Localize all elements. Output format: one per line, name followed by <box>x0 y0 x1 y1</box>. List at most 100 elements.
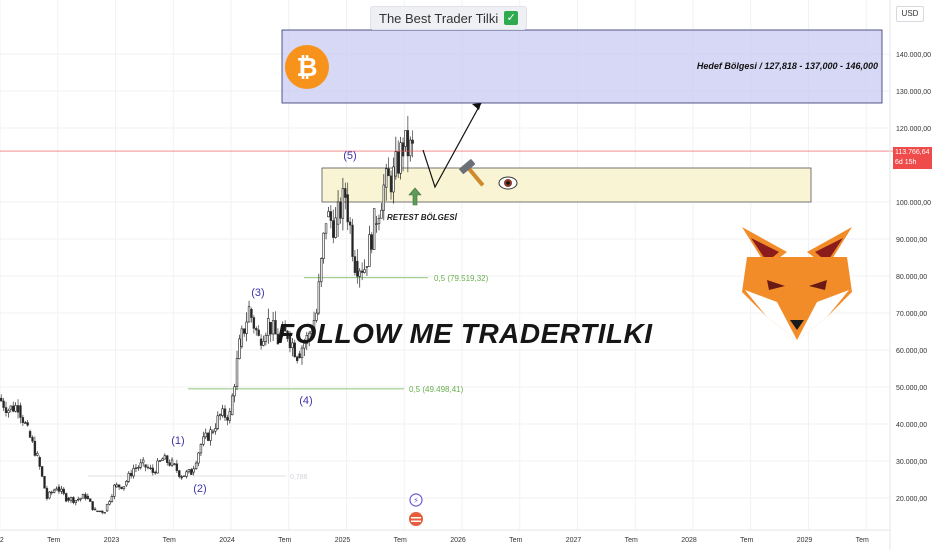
candle-body <box>358 270 361 277</box>
us-flag-icon[interactable] <box>409 512 423 526</box>
candle-body <box>175 463 179 471</box>
target-zone-box <box>281 29 883 104</box>
candle-body <box>81 494 85 499</box>
candle-body <box>387 168 390 177</box>
candle-body <box>238 338 241 359</box>
candle-body <box>336 201 340 225</box>
candle-body <box>320 258 323 283</box>
candle-body <box>134 467 138 469</box>
candle-body <box>209 429 212 441</box>
candle-body <box>125 481 128 486</box>
price-tick-label: 100.000,00 <box>896 200 931 207</box>
price-tick-label: 130.000,00 <box>896 89 931 96</box>
candle-body <box>214 428 217 432</box>
candle-body <box>48 491 51 499</box>
price-tick-label: 70.000,00 <box>896 311 927 318</box>
candle-body <box>168 462 171 466</box>
candle-body <box>269 321 272 335</box>
candle-body <box>93 508 97 511</box>
candle-body <box>223 408 227 418</box>
projection-path <box>422 102 482 189</box>
hammer-icon <box>459 159 485 187</box>
currency-label[interactable]: USD <box>896 6 924 22</box>
svg-text:⚡: ⚡ <box>413 496 419 505</box>
candle-body <box>108 501 111 505</box>
candle-body <box>356 260 359 277</box>
time-tick-label: Tem <box>625 537 638 544</box>
candle-body <box>72 497 75 503</box>
candle-body <box>235 358 239 388</box>
candle-body <box>12 405 15 412</box>
candle-body <box>79 497 82 500</box>
candle-body <box>392 166 395 193</box>
time-tick-label: 2023 <box>104 537 120 544</box>
candle-body <box>281 326 284 336</box>
candle-body <box>334 217 337 238</box>
price-tick-label: 140.000,00 <box>896 52 931 59</box>
candle-body <box>103 512 106 514</box>
time-tick-label: Tem <box>47 537 60 544</box>
fib-label-upper: 0,5 (79.519,32) <box>434 274 489 283</box>
candle-body <box>221 408 224 416</box>
candle-body <box>31 437 34 442</box>
candle-body <box>117 484 121 488</box>
price-tick-label: 20.000,00 <box>896 496 927 503</box>
candle-body <box>154 471 157 474</box>
candle-body <box>64 493 68 502</box>
wave-label: (3) <box>251 287 264 299</box>
candle-body <box>33 440 37 456</box>
candle-body <box>351 224 354 257</box>
candle-body <box>226 417 229 421</box>
candle-body <box>240 328 244 347</box>
candle-body <box>363 269 366 273</box>
candle-body <box>344 188 347 198</box>
price-tick-label: 80.000,00 <box>896 274 927 281</box>
candle-body <box>228 411 231 421</box>
time-tick-label: Tem <box>856 537 869 544</box>
candle-body <box>385 168 388 188</box>
retest-zone-box <box>321 167 812 203</box>
price-axis[interactable]: 140.000,00 130.000,00 120.000,00 100.000,00… <box>889 0 931 550</box>
candle-body <box>187 469 191 473</box>
candle-body <box>113 484 116 497</box>
zones-layer <box>281 29 883 203</box>
candle-body <box>194 462 198 470</box>
candle-body <box>303 343 306 349</box>
watermark-text: FOLLOW ME TRADERTILKI <box>277 318 653 349</box>
candle-body <box>86 495 90 500</box>
candle-body <box>180 476 183 479</box>
flash-icon[interactable]: ⚡ <box>409 493 423 507</box>
candle-body <box>276 333 280 345</box>
candle-body <box>151 467 154 473</box>
time-tick-label: 2024 <box>219 537 235 544</box>
wave-label: (5) <box>343 150 356 162</box>
candle-body <box>206 432 210 441</box>
candle-body <box>74 499 77 503</box>
bitcoin-logo-icon: ₿ <box>285 45 329 89</box>
candle-body <box>279 335 282 341</box>
candle-body <box>4 407 8 414</box>
candle-body <box>91 501 94 510</box>
candle-body <box>233 386 236 397</box>
time-tick-label: Tem <box>740 537 753 544</box>
candle-body <box>185 471 188 477</box>
candle-body <box>0 397 3 402</box>
time-axis[interactable]: 2022 Tem 2023 Tem 2024 Tem 2025 Tem 2026 Tem 2027 T… <box>0 529 890 544</box>
candle-body <box>170 459 174 466</box>
candle-body <box>380 209 383 219</box>
candle-body <box>267 318 270 336</box>
candle-body <box>202 436 205 445</box>
projection-arrowhead <box>472 103 481 110</box>
candle-body <box>264 335 268 342</box>
candle-body <box>43 476 46 489</box>
candle-body <box>77 498 80 501</box>
fox-mascot-icon <box>742 227 852 340</box>
time-tick-label: Tem <box>163 537 176 544</box>
candle-body <box>141 459 145 464</box>
candle-body <box>156 460 159 474</box>
time-tick-label: 2029 <box>797 537 813 544</box>
candle-body <box>120 486 123 490</box>
retest-zone-label: RETEST BÖLGESİ <box>387 213 457 222</box>
time-tick-label: 2027 <box>566 537 582 544</box>
